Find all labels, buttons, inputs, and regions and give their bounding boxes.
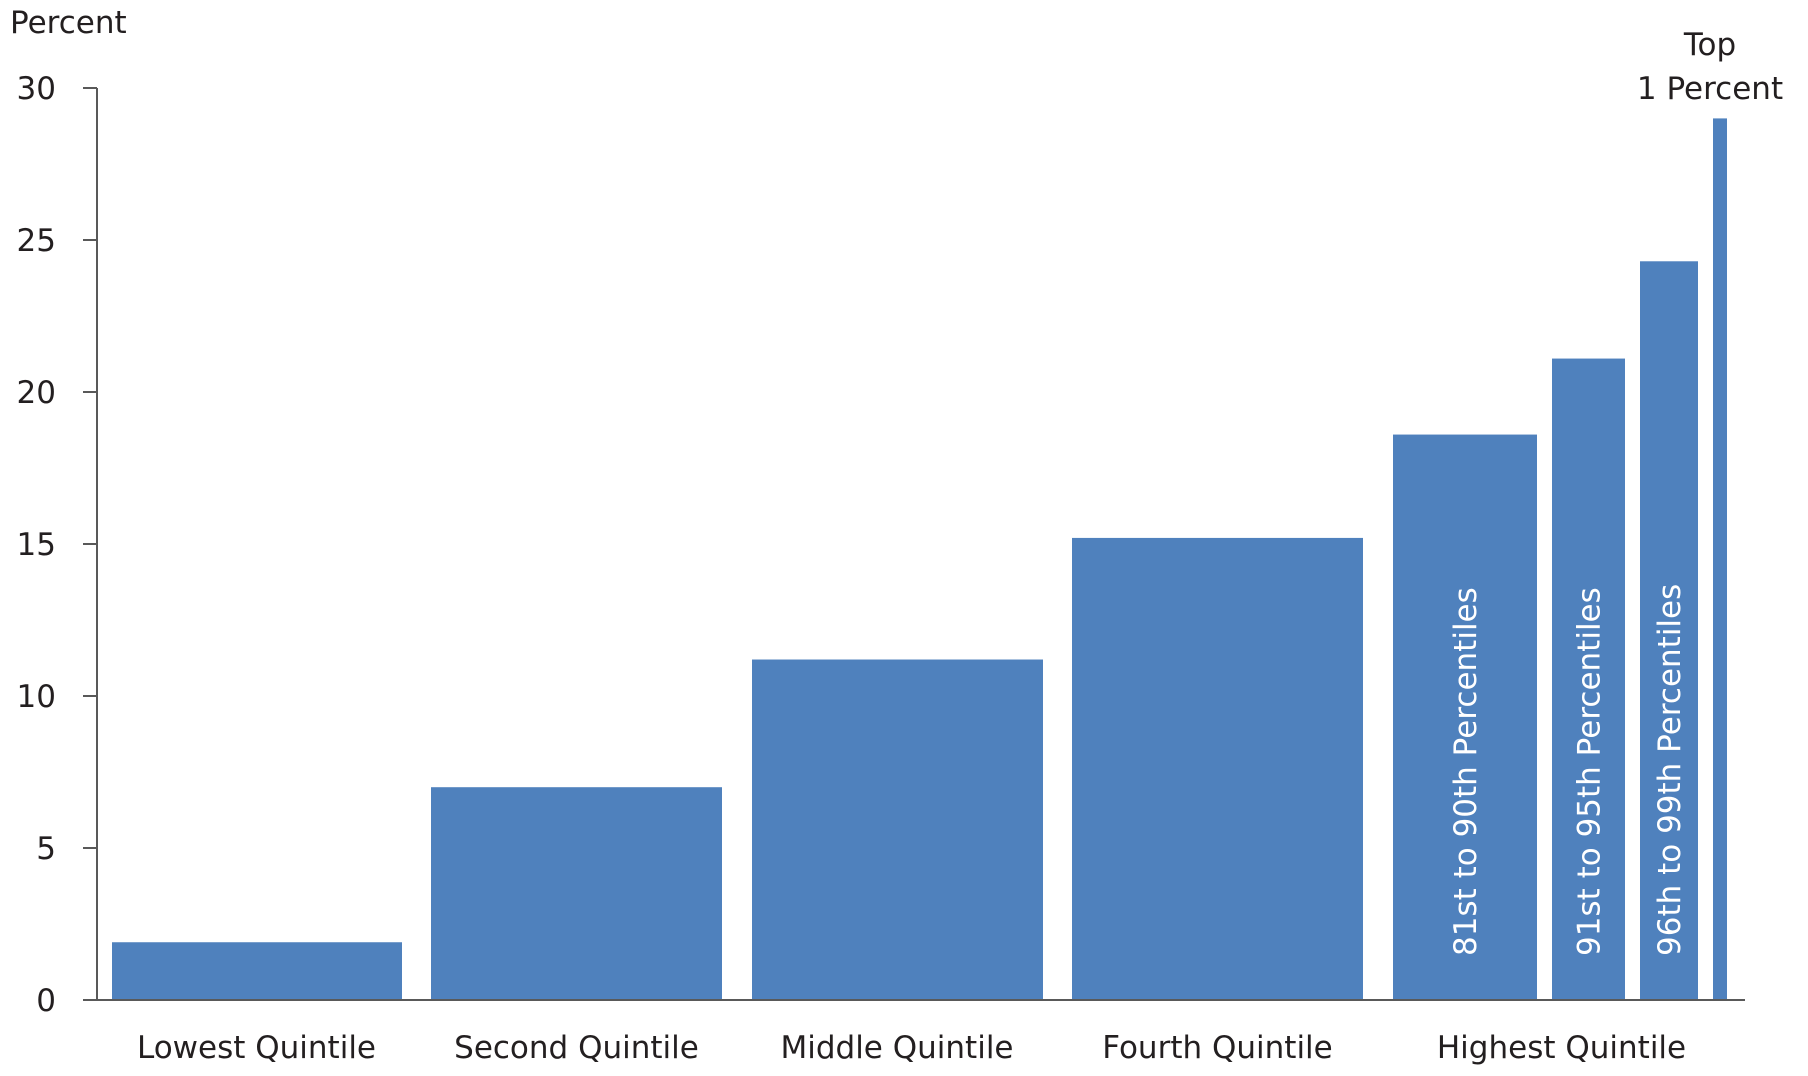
bar-1 [112,942,402,1000]
bar-4 [1072,537,1363,1000]
y-tick-label-25: 25 [17,223,56,259]
y-tick-label-5: 5 [36,831,56,867]
y-axis-title: Percent [10,5,127,41]
y-tick-label-15: 15 [17,527,56,563]
bars: 81st to 90th Percentiles 91st to 95th Per… [112,27,1783,1000]
x-category-label-4: Fourth Quintile [1102,1030,1333,1066]
x-category-label-2: Second Quintile [454,1030,699,1066]
x-category-label-5: Highest Quintile [1437,1030,1686,1066]
bar-2 [431,787,722,1000]
bar-5-label: 81st to 90th Percentiles [1448,587,1484,956]
x-axis: Lowest Quintile Second Quintile Middle Qui… [97,999,1745,1066]
bar-7 [1640,261,1698,1000]
x-category-label-1: Lowest Quintile [137,1030,376,1066]
bar-6 [1552,358,1625,1000]
x-category-label-3: Middle Quintile [780,1030,1013,1066]
bar-5 [1393,434,1537,1000]
bar-8-label-line-1: Top [1683,27,1736,63]
y-tick-label-0: 0 [36,983,56,1019]
bar-8-label-line-2: 1 Percent [1637,71,1783,107]
bar-3 [752,659,1043,1000]
y-tick-label-10: 10 [17,679,56,715]
bar-6-label: 91st to 95th Percentiles [1572,587,1608,956]
y-tick-label-20: 20 [17,375,56,411]
y-tick-label-30: 30 [17,71,56,107]
bar-8 [1713,118,1727,1000]
y-axis: 0 5 10 15 20 25 30 [17,71,98,1019]
bar-7-label: 96th to 99th Percentiles [1652,584,1688,956]
